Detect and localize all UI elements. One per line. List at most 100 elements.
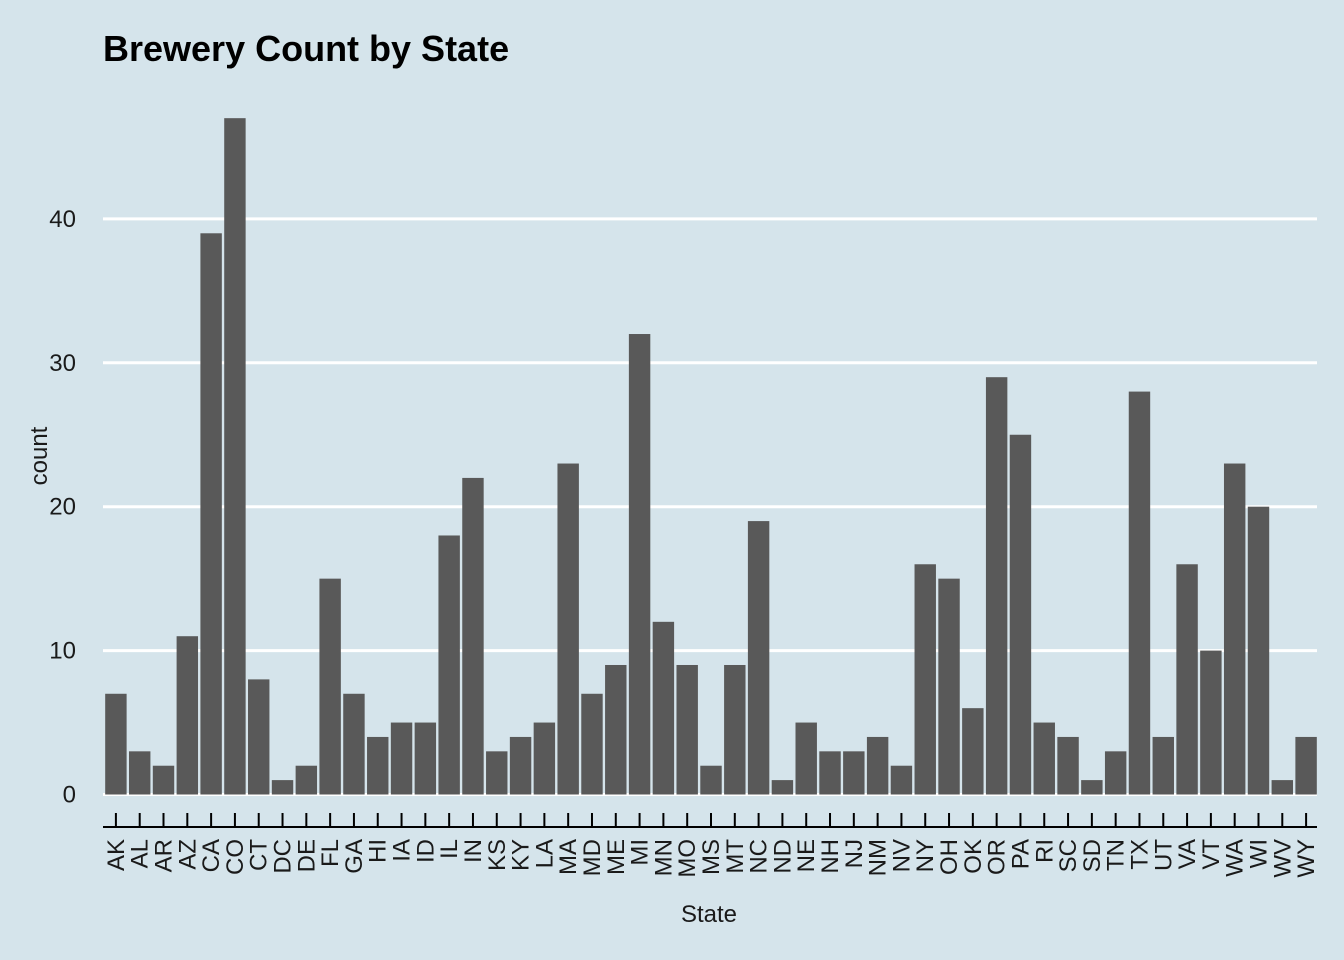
- bar-mi: [628, 334, 651, 795]
- x-tick-label-in: IN: [460, 839, 487, 863]
- bar-ut: [1152, 736, 1174, 795]
- x-tick-label-mn: MN: [650, 839, 677, 876]
- bar-tx: [1128, 391, 1151, 795]
- x-tick-label-hi: HI: [365, 839, 392, 863]
- x-tick-label-sc: SC: [1055, 839, 1082, 872]
- x-tick-label-az: AZ: [174, 839, 201, 870]
- x-tick-label-md: MD: [579, 839, 606, 876]
- x-tick-label-pa: PA: [1007, 839, 1034, 869]
- bar-ok: [962, 708, 984, 795]
- x-tick-label-ms: MS: [698, 839, 725, 875]
- bar-ma: [557, 463, 579, 795]
- x-tick-label-de: DE: [293, 839, 320, 872]
- bar-ct: [248, 679, 270, 795]
- bar-ga: [343, 693, 365, 795]
- y-axis-ticks: 0 10 20 30 40: [49, 206, 76, 809]
- x-tick-label-mo: MO: [674, 839, 701, 878]
- x-tick-label-ne: NE: [793, 839, 820, 872]
- x-tick-label-co: CO: [222, 839, 249, 875]
- bar-vt: [1200, 650, 1222, 795]
- y-tick-label-30: 30: [49, 350, 76, 377]
- x-tick-label-tx: TX: [1126, 839, 1153, 870]
- bar-in: [462, 477, 484, 795]
- bar-al: [128, 751, 151, 795]
- x-tick-label-dc: DC: [270, 839, 297, 874]
- y-tick-label-0: 0: [63, 782, 76, 809]
- y-tick-label-10: 10: [49, 638, 76, 665]
- bar-la: [533, 722, 556, 795]
- bar-ne: [795, 722, 817, 795]
- x-tick-label-ks: KS: [484, 839, 511, 871]
- bar-co: [224, 118, 246, 795]
- x-tick-label-ia: IA: [389, 839, 416, 862]
- bar-de: [295, 765, 318, 795]
- bar-md: [581, 693, 603, 795]
- bar-nc: [747, 521, 770, 795]
- x-tick-label-me: ME: [603, 839, 630, 875]
- bar-nd: [771, 780, 794, 795]
- x-tick-label-al: AL: [127, 839, 154, 868]
- x-tick-label-mi: MI: [627, 839, 654, 866]
- x-tick-label-ky: KY: [508, 839, 535, 871]
- x-tick-label-va: VA: [1174, 839, 1201, 869]
- x-tick-label-vt: VT: [1198, 839, 1225, 870]
- x-tick-label-wi: WI: [1245, 839, 1272, 868]
- bar-pa: [1009, 434, 1032, 795]
- bar-ky: [509, 736, 532, 795]
- x-tick-label-nh: NH: [817, 839, 844, 874]
- x-tick-label-nj: NJ: [841, 839, 868, 868]
- y-tick-label-40: 40: [49, 206, 76, 233]
- bar-wv: [1271, 780, 1294, 795]
- bar-wi: [1247, 506, 1270, 795]
- x-tick-label-wa: WA: [1222, 839, 1249, 877]
- x-tick-label-il: IL: [436, 839, 463, 859]
- x-tick-label-nd: ND: [769, 839, 796, 874]
- x-tick-label-wy: WY: [1293, 839, 1320, 878]
- bar-tn: [1104, 751, 1127, 795]
- x-tick-label-ut: UT: [1150, 839, 1177, 871]
- bar-nh: [819, 751, 841, 795]
- x-tick-label-id: ID: [412, 839, 439, 863]
- bar-ks: [486, 751, 508, 795]
- bar-id: [414, 722, 437, 795]
- bar-nv: [890, 765, 913, 795]
- bar-wy: [1295, 736, 1317, 795]
- x-axis: AKALARAZCACOCTDCDEFLGAHIIAIDILINKSKYLAMA…: [103, 813, 1320, 878]
- x-tick-label-ak: AK: [103, 839, 130, 871]
- x-tick-label-mt: MT: [722, 839, 749, 874]
- bar-dc: [271, 780, 294, 795]
- bar-ak: [105, 693, 127, 795]
- bar-mn: [652, 621, 675, 795]
- x-axis-label: State: [681, 901, 737, 928]
- bar-ca: [200, 233, 222, 795]
- x-tick-label-ok: OK: [960, 839, 987, 874]
- bar-mo: [676, 664, 698, 795]
- bar-ia: [390, 722, 413, 795]
- bar-oh: [938, 578, 960, 795]
- x-tick-label-ca: CA: [198, 839, 225, 872]
- bar-or: [985, 377, 1008, 795]
- bar-sd: [1081, 780, 1103, 795]
- bar-il: [438, 535, 460, 795]
- x-tick-label-ri: RI: [1031, 839, 1058, 863]
- x-tick-label-ct: CT: [246, 839, 273, 871]
- bar-hi: [367, 736, 389, 795]
- x-tick-label-nm: NM: [865, 839, 892, 876]
- bars: [105, 118, 1317, 795]
- x-tick-label-ar: AR: [151, 839, 178, 872]
- x-tick-label-nv: NV: [888, 839, 915, 872]
- x-tick-label-tn: TN: [1103, 839, 1130, 871]
- bar-ny: [914, 564, 936, 795]
- x-tick-label-or: OR: [984, 839, 1011, 875]
- x-tick-label-ma: MA: [555, 839, 582, 875]
- bar-ar: [152, 765, 175, 795]
- x-tick-label-sd: SD: [1079, 839, 1106, 872]
- x-tick-label-ny: NY: [912, 839, 939, 872]
- bar-ri: [1033, 722, 1055, 795]
- bar-sc: [1057, 736, 1079, 795]
- bar-mt: [724, 664, 746, 795]
- bar-nj: [843, 751, 865, 795]
- bar-ms: [700, 765, 722, 795]
